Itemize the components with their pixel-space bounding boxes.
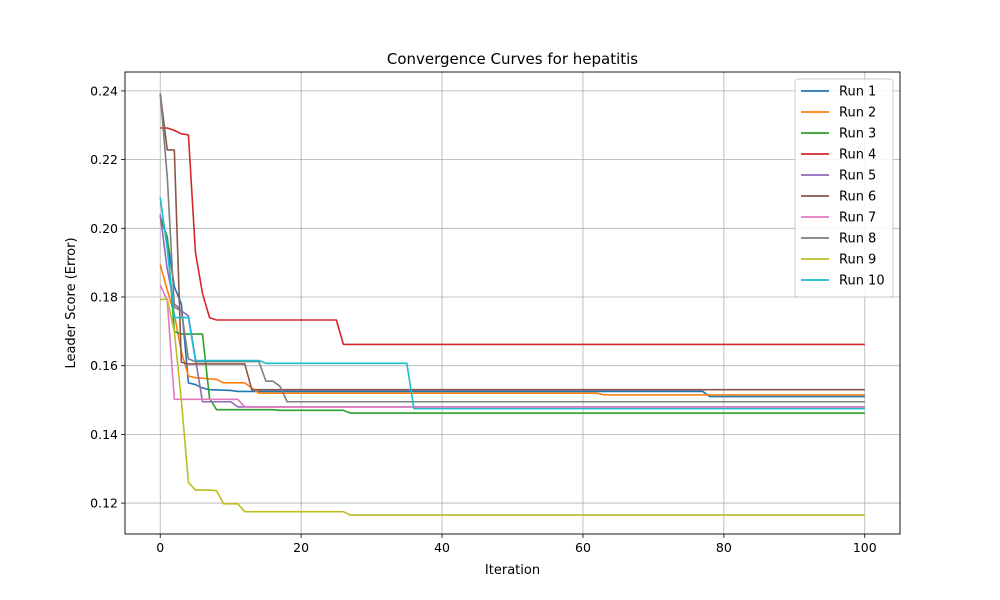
legend-label-run-1: Run 1 [839, 85, 876, 100]
series-line-run-7 [159, 284, 865, 408]
series-line-run-2 [159, 264, 865, 396]
series-line-run-3 [159, 216, 865, 414]
legend: Run 1 Run 2 Run 3 Run 4 Run 5 Run 6 Run 7 Run 8… [794, 78, 894, 298]
y-tick-label: 0.14 [90, 427, 118, 442]
x-tick-label: 60 [575, 540, 591, 555]
tick-layer: 0 20 40 60 80 100 0.12 0.14 0.16 0.18 0.20 0.22 0.24 [90, 83, 877, 555]
x-tick-label: 0 [156, 540, 164, 555]
legend-label-run-9: Run 9 [839, 253, 876, 268]
legend-label-run-7: Run 7 [839, 211, 876, 226]
y-tick-label: 0.12 [90, 496, 118, 511]
y-tick-label: 0.20 [90, 221, 118, 236]
series-line-run-9 [160, 298, 865, 516]
series-line-run-1 [159, 216, 865, 398]
series-line-run-8 [159, 93, 865, 403]
y-tick-label: 0.18 [90, 289, 118, 304]
grid-layer [125, 72, 900, 534]
chart-title: Convergence Curves for hepatitis [387, 50, 638, 68]
y-tick-label: 0.24 [90, 83, 118, 98]
x-tick-label: 80 [716, 540, 732, 555]
legend-label-run-4: Run 4 [839, 148, 876, 163]
plot-frame [124, 71, 901, 535]
legend-label-run-5: Run 5 [839, 169, 876, 184]
legend-label-run-3: Run 3 [839, 127, 876, 142]
x-tick-label: 20 [293, 540, 309, 555]
x-tick-label: 40 [434, 540, 450, 555]
legend-label-run-2: Run 2 [839, 106, 876, 121]
y-tick-label: 0.22 [90, 152, 118, 167]
x-tick-label: 100 [853, 540, 877, 555]
legend-label-run-10: Run 10 [839, 274, 885, 289]
legend-label-run-6: Run 6 [839, 190, 876, 205]
series-layer [159, 93, 865, 516]
y-tick-label: 0.16 [90, 358, 118, 373]
series-line-run-10 [159, 197, 865, 410]
y-axis-label: Leader Score (Error) [64, 237, 79, 368]
series-line-run-4 [160, 127, 865, 346]
x-axis-label: Iteration [485, 563, 540, 578]
series-line-run-6 [159, 93, 865, 391]
legend-label-run-8: Run 8 [839, 232, 876, 247]
